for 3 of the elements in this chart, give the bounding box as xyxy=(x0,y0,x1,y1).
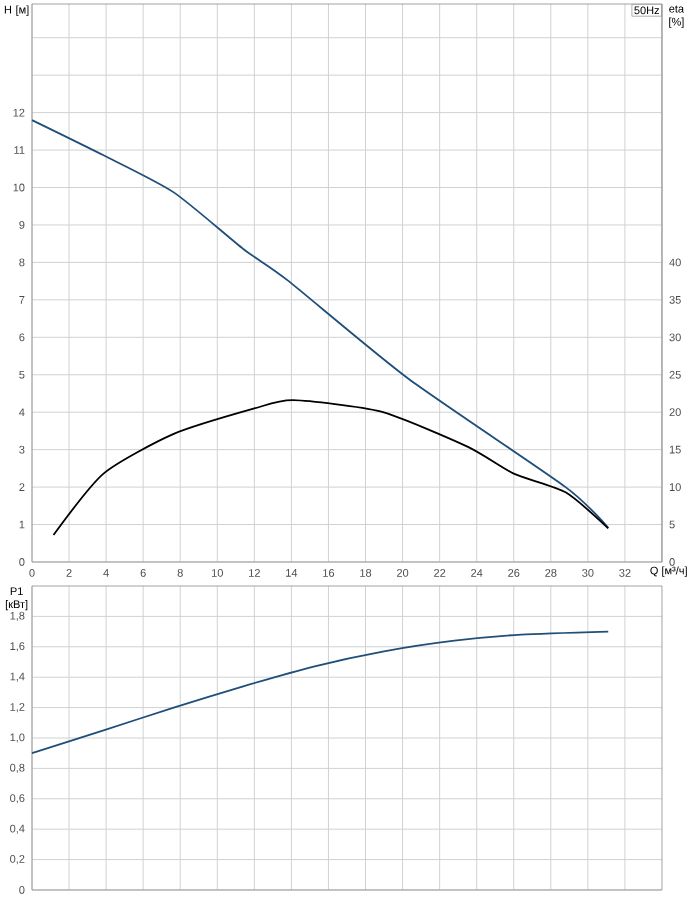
line-series xyxy=(31,119,610,529)
line-series xyxy=(52,399,610,536)
line-series xyxy=(31,630,610,755)
